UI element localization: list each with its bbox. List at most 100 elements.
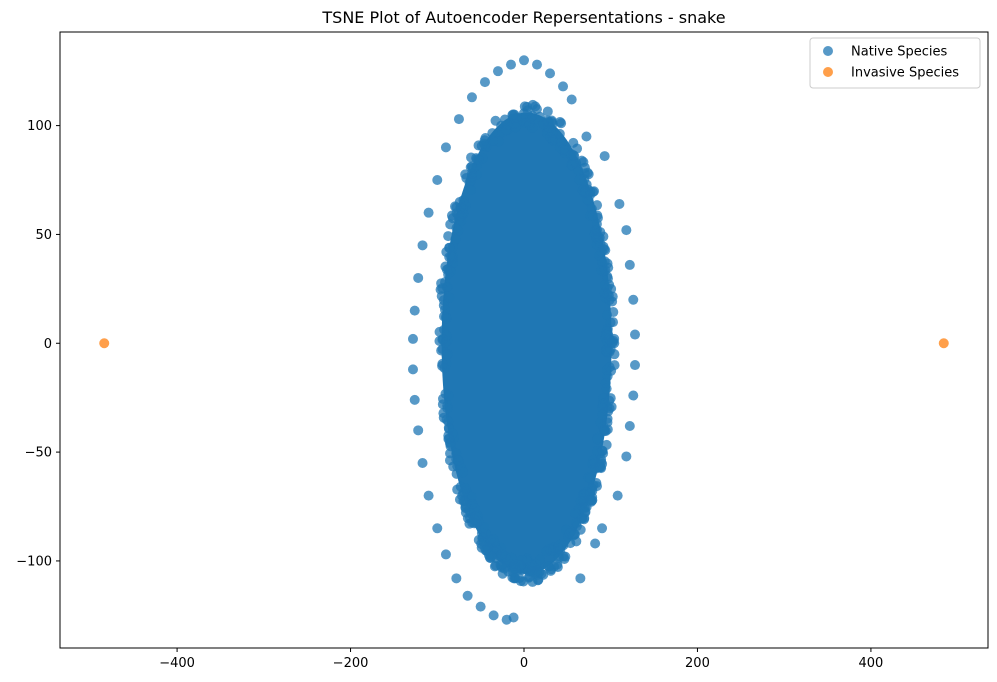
native-species-point bbox=[443, 231, 454, 242]
native-species-point bbox=[444, 242, 455, 253]
native-species-point bbox=[559, 553, 570, 564]
native-species-point bbox=[568, 150, 579, 161]
native-species-dense-core bbox=[441, 112, 612, 574]
native-species-point bbox=[451, 468, 462, 479]
x-tick-label: 0 bbox=[520, 656, 528, 671]
native-species-point bbox=[444, 455, 455, 466]
native-species-point bbox=[440, 142, 451, 153]
native-species-point bbox=[488, 135, 499, 146]
native-species-point bbox=[453, 226, 464, 237]
native-species-point bbox=[587, 210, 598, 221]
native-species-point bbox=[485, 534, 496, 545]
native-species-point bbox=[575, 573, 586, 584]
native-species-point bbox=[628, 294, 639, 305]
native-species-point bbox=[534, 566, 545, 577]
native-species-point bbox=[602, 417, 613, 428]
native-species-point bbox=[602, 325, 613, 336]
native-species-point bbox=[436, 278, 447, 289]
native-species-point bbox=[475, 601, 486, 612]
native-species-point bbox=[440, 261, 451, 272]
native-species-point bbox=[479, 77, 490, 88]
native-species-point bbox=[443, 269, 454, 280]
native-species-point bbox=[597, 409, 608, 420]
native-species-point bbox=[438, 300, 449, 311]
native-species-point bbox=[552, 559, 563, 570]
native-species-point bbox=[443, 390, 454, 401]
native-species-point bbox=[534, 111, 545, 122]
native-species-point bbox=[439, 311, 450, 322]
y-tick-label: −100 bbox=[16, 554, 52, 569]
native-species-point bbox=[510, 122, 521, 133]
native-species-point bbox=[488, 610, 499, 621]
native-species-point bbox=[600, 426, 611, 437]
native-species-point bbox=[432, 175, 443, 186]
native-species-point bbox=[445, 438, 456, 449]
native-species-point bbox=[598, 241, 609, 252]
native-species-point bbox=[621, 451, 632, 462]
native-species-point bbox=[413, 425, 424, 436]
native-species-point bbox=[454, 197, 465, 208]
plot-points-layer bbox=[99, 55, 949, 625]
native-species-point bbox=[545, 68, 556, 79]
native-species-point bbox=[453, 114, 464, 125]
native-species-point bbox=[439, 324, 450, 335]
native-species-point bbox=[614, 198, 625, 209]
native-species-point bbox=[570, 508, 581, 519]
native-species-point bbox=[602, 289, 613, 300]
native-species-point bbox=[417, 457, 428, 468]
y-tick-label: 0 bbox=[44, 337, 52, 352]
native-species-point bbox=[590, 228, 601, 239]
x-tick-label: 400 bbox=[859, 656, 884, 671]
native-species-point bbox=[624, 259, 635, 270]
native-species-point bbox=[588, 480, 599, 491]
native-species-point bbox=[556, 118, 567, 129]
native-species-point bbox=[470, 511, 481, 522]
y-tick-label: −50 bbox=[25, 446, 52, 461]
native-species-point bbox=[535, 554, 546, 565]
native-species-point bbox=[630, 329, 641, 340]
native-species-point bbox=[451, 573, 462, 584]
native-species-point bbox=[480, 545, 491, 556]
native-species-point bbox=[568, 530, 579, 541]
native-species-point bbox=[466, 172, 477, 183]
native-species-point bbox=[574, 174, 585, 185]
legend-marker-invasive bbox=[823, 67, 833, 77]
native-species-point bbox=[601, 365, 612, 376]
native-species-point bbox=[423, 490, 434, 501]
native-species-point bbox=[509, 563, 520, 574]
native-species-point bbox=[496, 549, 507, 560]
x-axis: −400 −200 0 200 400 bbox=[159, 648, 883, 671]
native-species-point bbox=[621, 225, 632, 236]
native-species-point bbox=[453, 455, 464, 466]
chart-title: TSNE Plot of Autoencoder Repersentations… bbox=[321, 8, 725, 27]
native-species-point bbox=[595, 462, 606, 473]
native-species-point bbox=[531, 104, 542, 115]
native-species-point bbox=[532, 59, 543, 70]
native-species-point bbox=[505, 59, 516, 70]
native-species-point bbox=[519, 55, 529, 66]
legend-label-invasive: Invasive Species bbox=[851, 66, 959, 81]
native-species-point bbox=[568, 137, 579, 148]
native-species-point bbox=[600, 265, 611, 276]
native-species-point bbox=[604, 395, 615, 406]
native-species-point bbox=[599, 151, 610, 162]
invasive-species-point bbox=[938, 338, 949, 349]
native-species-point bbox=[576, 155, 587, 166]
native-species-point bbox=[628, 390, 639, 401]
native-species-point bbox=[486, 551, 497, 562]
native-species-point bbox=[555, 545, 566, 556]
native-species-point bbox=[541, 546, 552, 557]
native-species-point bbox=[527, 123, 538, 134]
native-species-point bbox=[440, 549, 451, 560]
native-species-point bbox=[592, 434, 603, 445]
invasive-species-point bbox=[99, 338, 110, 349]
native-species-point bbox=[432, 523, 443, 534]
native-species-point bbox=[585, 189, 596, 200]
native-species-point bbox=[462, 590, 473, 601]
native-species-point bbox=[472, 154, 483, 165]
native-species-point bbox=[585, 495, 596, 506]
native-species-point bbox=[466, 92, 477, 103]
native-species-point bbox=[554, 128, 565, 139]
native-species-point bbox=[465, 184, 476, 195]
